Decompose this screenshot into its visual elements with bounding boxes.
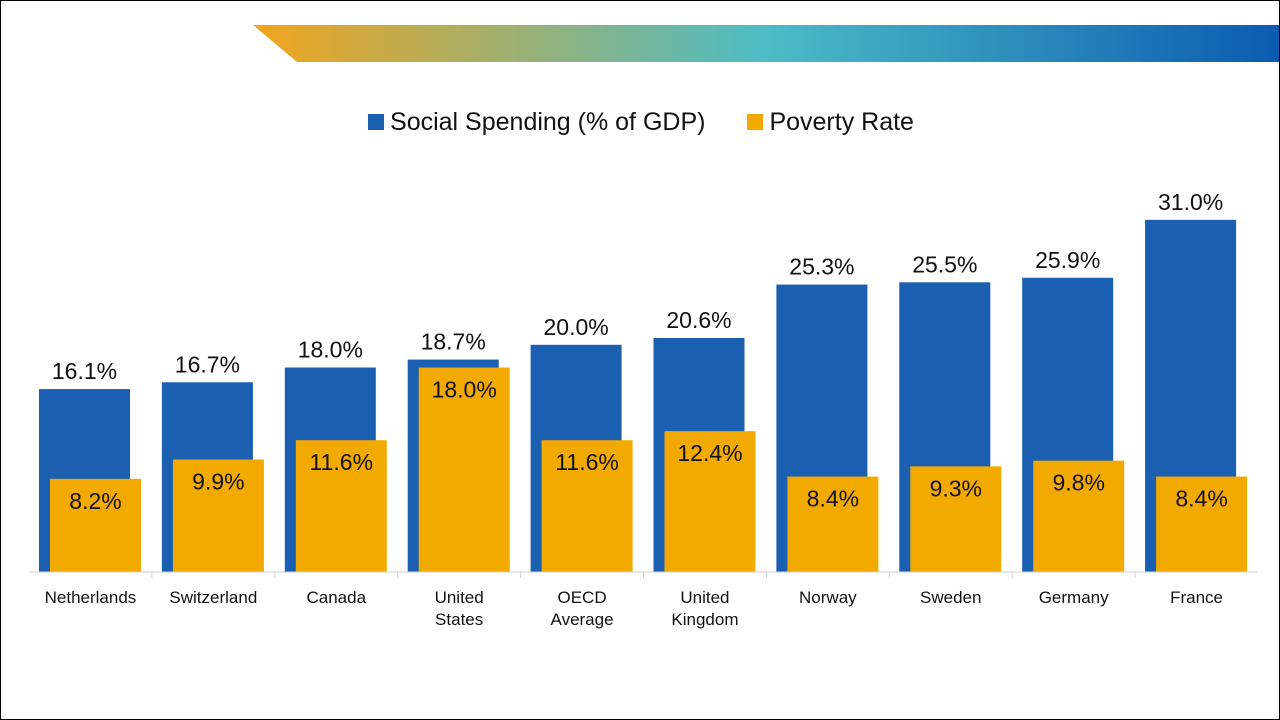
spending-data-label: 25.3% <box>789 254 854 280</box>
category-label: OECD Average <box>551 588 614 629</box>
category-label: Norway <box>799 588 857 607</box>
poverty-bar <box>910 466 1002 572</box>
category-label: France <box>1170 588 1223 607</box>
legend-label-spending: Social Spending (% of GDP) <box>390 107 706 136</box>
category-label: Germany <box>1039 588 1109 607</box>
category-label-line: Netherlands <box>45 588 137 607</box>
poverty-bar <box>787 476 879 572</box>
category-label-line: States <box>435 610 483 629</box>
spending-data-label: 16.7% <box>175 351 240 377</box>
banner-stripe <box>253 25 1279 62</box>
poverty-bar <box>295 440 387 572</box>
legend-item-spending: Social Spending (% of GDP) <box>368 108 705 137</box>
category-label-line: France <box>1170 588 1223 607</box>
poverty-bar <box>172 459 264 572</box>
poverty-bar <box>1156 476 1248 572</box>
poverty-bar <box>541 440 633 572</box>
category-label-line: Kingdom <box>671 610 738 629</box>
spending-data-label: 18.7% <box>421 329 486 355</box>
category-label-line: Canada <box>306 588 366 607</box>
poverty-bar <box>418 367 510 572</box>
poverty-data-label: 8.2% <box>69 488 121 514</box>
category-label-line: Germany <box>1039 588 1109 607</box>
category-label: United States <box>435 588 484 629</box>
poverty-data-label: 11.6% <box>555 449 619 475</box>
legend-swatch-poverty <box>747 114 764 130</box>
category-label: Canada <box>306 588 366 607</box>
poverty-bar <box>1033 460 1125 572</box>
category-label-line: OECD <box>557 588 606 607</box>
spending-data-label: 31.0% <box>1158 189 1223 215</box>
poverty-data-label: 8.4% <box>1175 486 1227 512</box>
category-label-line: United <box>680 588 729 607</box>
poverty-bar <box>664 431 756 572</box>
category-label-line: Norway <box>799 588 857 607</box>
poverty-data-label: 11.6% <box>310 449 374 475</box>
category-label: Sweden <box>920 588 981 607</box>
spending-data-label: 20.6% <box>666 307 731 333</box>
legend-swatch-spending <box>368 114 385 130</box>
spending-data-label: 18.0% <box>298 337 363 363</box>
category-label: Netherlands <box>45 588 137 607</box>
spending-data-label: 20.0% <box>543 314 608 340</box>
poverty-data-label: 12.4% <box>677 440 742 466</box>
poverty-data-label: 9.9% <box>192 469 244 495</box>
spending-data-label: 25.9% <box>1035 247 1100 273</box>
chart-legend: Social Spending (% of GDP) Poverty Rate <box>1 103 1279 141</box>
poverty-data-label: 8.4% <box>807 486 859 512</box>
category-label-line: Sweden <box>920 588 981 607</box>
spending-data-label: 16.1% <box>52 358 117 384</box>
category-label-line: Switzerland <box>169 588 257 607</box>
poverty-data-label: 18.0% <box>432 377 497 403</box>
legend-label-poverty: Poverty Rate <box>769 107 914 136</box>
poverty-data-label: 9.3% <box>930 475 982 501</box>
category-label: Switzerland <box>169 588 257 607</box>
header-banner <box>253 25 1279 62</box>
category-label-line: Average <box>551 610 614 629</box>
spending-data-label: 25.5% <box>912 251 977 277</box>
legend-item-poverty: Poverty Rate <box>747 108 914 137</box>
category-label: United Kingdom <box>671 588 738 629</box>
poverty-bar <box>50 478 141 572</box>
category-label-line: United <box>435 588 484 607</box>
poverty-data-label: 9.8% <box>1052 470 1104 496</box>
